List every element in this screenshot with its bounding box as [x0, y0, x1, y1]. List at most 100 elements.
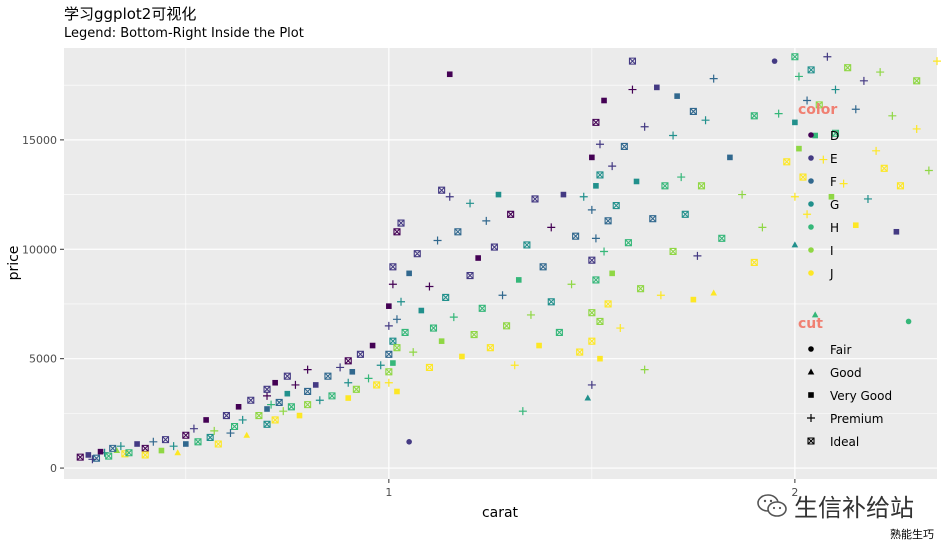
- data-point: [656, 291, 665, 300]
- legend-key-color: [808, 178, 814, 184]
- color-legend-title: color: [798, 102, 837, 118]
- data-point: [390, 360, 396, 366]
- data-point: [88, 455, 97, 464]
- data-point: [495, 191, 502, 198]
- legend-label-color: F: [830, 175, 837, 189]
- data-point: [587, 380, 596, 389]
- data-point: [592, 118, 600, 126]
- data-point: [567, 280, 576, 289]
- data-point: [116, 442, 125, 451]
- legend-label-color: D: [830, 129, 839, 143]
- data-point: [812, 132, 818, 139]
- data-point: [709, 74, 718, 83]
- legend-key-shape: [808, 346, 814, 352]
- legend-key-shape: [807, 368, 815, 375]
- data-point: [783, 158, 791, 166]
- data-point: [454, 228, 462, 236]
- data-point: [344, 357, 352, 365]
- data-point: [272, 379, 278, 386]
- data-point: [584, 394, 592, 401]
- data-point: [831, 85, 840, 94]
- legend-key-shape: [807, 414, 815, 422]
- data-point: [637, 285, 645, 293]
- data-point: [284, 390, 291, 397]
- data-point: [531, 195, 539, 203]
- data-point: [352, 385, 360, 393]
- data-point: [149, 437, 158, 446]
- legend-label-cut: Fair: [830, 343, 851, 357]
- data-point: [296, 412, 303, 419]
- data-point: [304, 387, 312, 396]
- data-point: [210, 426, 219, 435]
- data-point: [880, 164, 888, 172]
- x-tick-label: 1: [385, 486, 392, 499]
- data-point: [235, 404, 242, 410]
- data-point: [247, 396, 255, 404]
- data-point: [811, 311, 819, 318]
- data-point: [183, 441, 189, 447]
- data-point: [674, 93, 680, 99]
- data-point: [790, 192, 799, 201]
- y-tick-label: 10000: [22, 243, 57, 256]
- data-point: [425, 282, 434, 291]
- data-point: [863, 194, 872, 203]
- data-point: [429, 324, 438, 332]
- data-point: [230, 422, 239, 431]
- data-point: [182, 431, 190, 439]
- data-point: [255, 412, 263, 420]
- data-point: [738, 190, 747, 199]
- data-point: [933, 57, 941, 66]
- data-point: [486, 344, 494, 352]
- data-point: [203, 417, 209, 423]
- data-point: [592, 276, 600, 284]
- data-point: [438, 186, 446, 194]
- data-point: [612, 201, 620, 210]
- legend-label-color: E: [830, 152, 838, 166]
- data-point: [588, 256, 596, 264]
- data-point: [466, 271, 474, 280]
- data-point: [161, 436, 170, 444]
- data-point: [844, 64, 852, 72]
- legend-key-color: [808, 132, 814, 138]
- data-point: [600, 247, 609, 256]
- data-point: [750, 258, 758, 266]
- data-point: [823, 52, 832, 61]
- y-tick-label: 0: [50, 462, 57, 475]
- data-point: [76, 453, 84, 461]
- data-point: [591, 234, 600, 243]
- data-point: [401, 328, 409, 336]
- data-point: [654, 84, 660, 91]
- data-point: [85, 452, 92, 458]
- data-point: [134, 441, 140, 447]
- data-point: [628, 85, 637, 94]
- data-point: [796, 145, 802, 152]
- legend-key-color: [808, 247, 814, 253]
- data-point: [750, 112, 758, 120]
- y-tick-label: 5000: [29, 353, 57, 366]
- data-point: [526, 310, 535, 319]
- data-point: [388, 280, 397, 289]
- plot-panel: [64, 48, 937, 479]
- cut-legend: cut Fair Good Very Good Premium Ideal: [798, 316, 892, 449]
- data-point: [815, 101, 823, 109]
- data-point: [189, 424, 198, 433]
- legend-label-cut: Ideal: [830, 435, 859, 449]
- data-point: [799, 173, 807, 181]
- data-point: [425, 363, 433, 371]
- data-point: [263, 420, 271, 428]
- data-point: [222, 412, 230, 420]
- data-point: [518, 407, 527, 416]
- data-point: [851, 105, 860, 114]
- data-point: [263, 385, 271, 393]
- x-tick-label: 2: [791, 486, 798, 499]
- data-point: [490, 243, 498, 251]
- legend-key-color: [808, 201, 814, 207]
- data-point: [697, 182, 706, 190]
- data-point: [364, 374, 373, 383]
- data-point: [555, 328, 563, 336]
- data-point: [389, 337, 397, 345]
- data-point: [807, 66, 815, 74]
- data-point: [344, 378, 353, 387]
- data-point: [264, 406, 270, 412]
